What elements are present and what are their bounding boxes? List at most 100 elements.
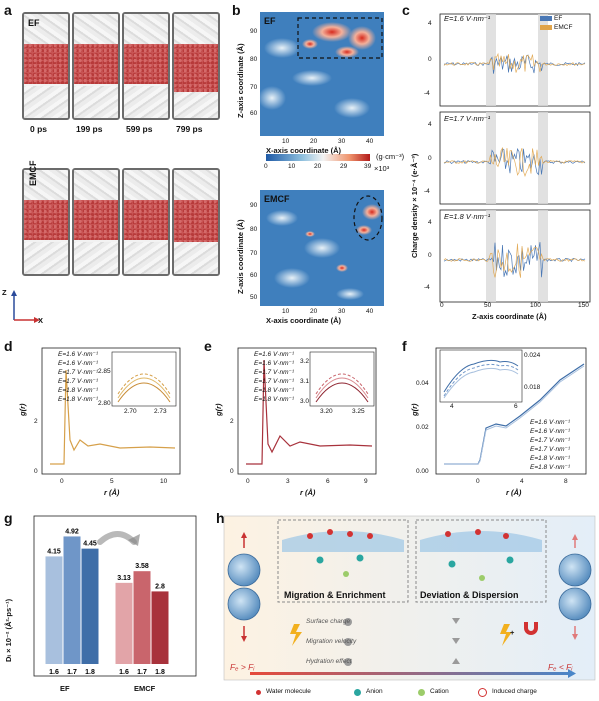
tick-label: 0 [34,468,38,475]
tick-label: -4 [424,90,430,97]
panel-e-xlabel: r (Å) [300,488,316,497]
tick-label: 9 [364,478,368,485]
sim-box [22,168,70,276]
tick-label: 2 [34,418,38,425]
bar-ef-1.7 [63,536,81,664]
panel-label-h: h [216,510,225,526]
colorbar-tick: 20 [314,163,322,170]
inset-tick: 0.024 [524,352,541,359]
panel-b-xlabel-bottom: X-axis coordinate (Å) [266,316,342,325]
tick-label: 0 [246,478,250,485]
legend-swatch-ef [540,16,552,21]
tick-label: 6 [326,478,330,485]
panel-c-xlabel: Z-axis coordinate (Å) [472,312,547,321]
inset-tick: 3.20 [320,408,333,415]
bar-ef-1.6 [45,556,63,664]
inset-tick: 3.1 [300,378,310,385]
water-molecule-icon [256,690,261,695]
bar-emcf-1.7 [133,571,151,664]
legend-entry: E=1.6 V·nm⁻¹ [58,351,99,358]
h-hydration-effect: Hydration effect [306,658,352,665]
inset-tick: 4 [450,403,454,410]
axis-x-label: X [38,316,44,325]
tick-label: 60 [250,272,258,279]
group-label-ef: EF [60,684,70,693]
tick-label: 40 [366,138,374,145]
panel-label-e: e [204,338,212,354]
tick-label: 0.04 [416,380,429,387]
inset-tick: 2.80 [98,400,111,407]
panel-b-ylabel-bottom: Z-axis coordinate (Å) [236,219,245,294]
panel-c-chart [439,13,591,303]
legend-entry-emcf: EMCF [554,24,573,31]
axis-z-label: Z [2,288,7,297]
tick-label: 50 [484,302,492,309]
colorbar-tick: 0 [264,163,268,170]
sim-box [122,12,170,120]
field-label: E=1.6 V·nm⁻¹ [444,14,491,23]
panel-label-f: f [402,338,407,354]
trace-emcf [443,52,586,73]
inset-tick: 3.0 [300,398,310,405]
tick-label: 10 [282,138,290,145]
panel-d-xlabel: r (Å) [104,488,120,497]
tick-label: 4 [428,20,432,27]
tick-label: 0 [440,302,444,309]
sim-box [172,168,220,276]
sim-box [22,12,70,120]
legend-anion: Anion [366,688,383,695]
category-tick-label: 1.6 [49,669,59,676]
trace-ef [443,147,586,176]
category-tick-label: 1.6 [119,669,129,676]
legend-entry: E=1.7 V·nm⁻¹ [254,378,295,385]
tick-label: 0 [230,468,234,475]
panel-d-ylabel: g(r) [18,403,27,417]
sim-box [172,12,220,120]
tick-label: 90 [250,28,258,35]
sim-box [122,168,170,276]
tick-label: 90 [250,202,258,209]
tick-label: 20 [310,138,318,145]
tick-label: 4 [428,121,432,128]
legend-entry: E=1.8 V·nm⁻¹ [58,396,99,403]
bar-ef-1.8 [81,548,99,664]
tick-label: 0 [60,478,64,485]
panel-h-diagram [223,515,596,681]
colorbar-scale: ×10³ [374,164,390,173]
tick-label: 30 [338,308,346,315]
legend-cation: Cation [430,688,449,695]
tick-label: 5 [110,478,114,485]
tick-label: 0.02 [416,424,429,431]
tick-label: 0 [428,56,432,63]
inset-tick: 2.73 [154,408,167,415]
category-tick-label: 1.7 [67,669,77,676]
panel-label-g: g [4,510,13,526]
bar-value-label: 3.13 [117,575,131,582]
tick-label: 50 [250,294,258,301]
tick-label: 2 [230,418,234,425]
time-label: 599 ps [126,124,153,134]
legend-entry: E=1.7 V·nm⁻¹ [58,378,99,385]
bar-emcf-1.8 [151,591,169,664]
colorbar-unit: (g·cm⁻³) [376,152,405,161]
h-force-right: Fₑ < Fᵢ [548,662,573,672]
tick-label: 0 [428,155,432,162]
tick-label: 150 [578,302,589,309]
panels-def-charts [41,347,587,475]
time-label: 799 ps [176,124,203,134]
legend-induced: Induced charge [492,688,537,695]
tick-label: 100 [530,302,541,309]
panel-f-ylabel: g(r) [410,403,419,417]
time-label: 199 ps [76,124,103,134]
legend-entry: E=1.6 V·nm⁻¹ [254,351,295,358]
tick-label: 70 [250,84,258,91]
category-tick-label: 1.8 [155,669,165,676]
anion-icon [354,689,361,696]
bar-value-label: 4.45 [83,541,97,548]
colorbar-tick: 10 [288,163,296,170]
inset-tick: 2.70 [124,408,137,415]
legend-entry: E=1.7 V·nm⁻¹ [58,369,99,376]
h-title-left: Migration & Enrichment [284,590,386,600]
bar-value-label: 4.15 [47,548,61,555]
panel-label-b: b [232,2,241,18]
